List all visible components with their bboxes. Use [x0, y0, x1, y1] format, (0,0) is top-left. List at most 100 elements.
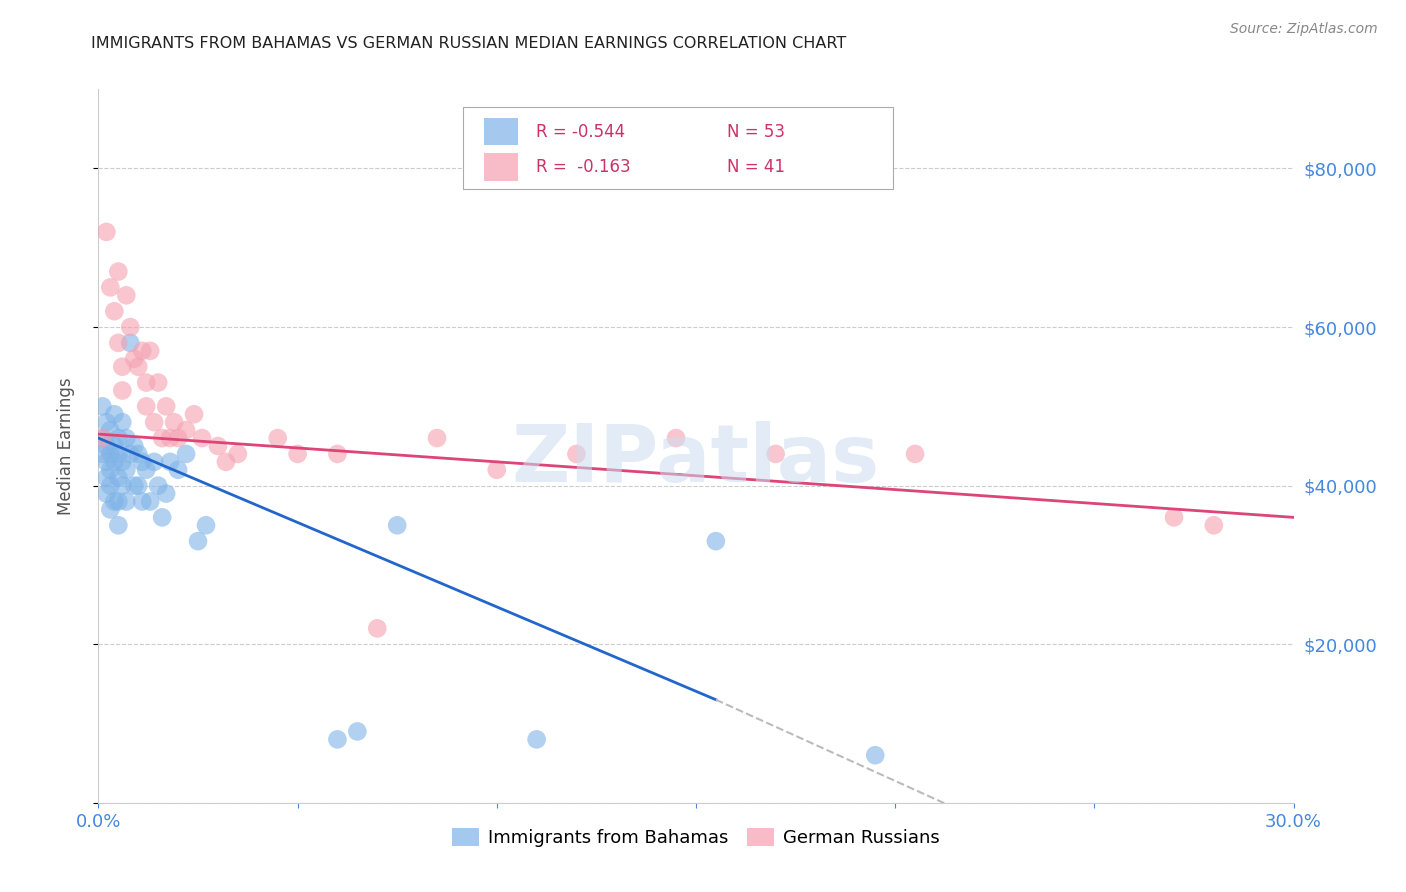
- Point: [865, 748, 887, 763]
- Point: [207, 439, 229, 453]
- Point: [187, 534, 209, 549]
- Point: [107, 471, 129, 485]
- Point: [96, 455, 118, 469]
- Point: [183, 407, 205, 421]
- Point: [111, 455, 134, 469]
- Point: [111, 384, 134, 398]
- Point: [98, 502, 122, 516]
- Point: [139, 494, 162, 508]
- Point: [98, 280, 122, 294]
- Point: [124, 439, 146, 453]
- Bar: [485, 118, 517, 145]
- Point: [385, 518, 409, 533]
- Point: [155, 400, 177, 414]
- Text: N = 41: N = 41: [727, 158, 785, 176]
- Point: [904, 447, 927, 461]
- Point: [120, 320, 142, 334]
- FancyBboxPatch shape: [463, 107, 893, 189]
- Point: [96, 415, 118, 429]
- Point: [107, 335, 129, 350]
- Point: [98, 478, 122, 492]
- Point: [143, 455, 166, 469]
- Point: [366, 621, 388, 635]
- Point: [139, 343, 162, 358]
- Point: [665, 431, 688, 445]
- Point: [103, 304, 125, 318]
- Text: IMMIGRANTS FROM BAHAMAS VS GERMAN RUSSIAN MEDIAN EARNINGS CORRELATION CHART: IMMIGRANTS FROM BAHAMAS VS GERMAN RUSSIA…: [91, 36, 846, 51]
- Point: [103, 407, 125, 421]
- Point: [191, 431, 214, 445]
- Point: [346, 724, 368, 739]
- Point: [127, 478, 149, 492]
- Point: [98, 447, 122, 461]
- Point: [91, 431, 114, 445]
- Point: [1202, 518, 1225, 533]
- Point: [485, 463, 508, 477]
- Point: [135, 463, 157, 477]
- Point: [124, 478, 146, 492]
- Point: [111, 359, 134, 374]
- Text: R = -0.544: R = -0.544: [536, 123, 624, 141]
- Point: [704, 534, 727, 549]
- Bar: [485, 153, 517, 180]
- Point: [98, 423, 122, 437]
- Point: [115, 288, 138, 302]
- Point: [103, 494, 125, 508]
- Point: [127, 447, 149, 461]
- Point: [287, 447, 309, 461]
- Point: [326, 732, 349, 747]
- Point: [148, 478, 170, 492]
- Point: [1163, 510, 1185, 524]
- Point: [131, 455, 153, 469]
- Point: [115, 494, 138, 508]
- Point: [91, 447, 114, 461]
- Text: Source: ZipAtlas.com: Source: ZipAtlas.com: [1230, 22, 1378, 37]
- Point: [107, 494, 129, 508]
- Point: [167, 463, 190, 477]
- Point: [267, 431, 290, 445]
- Point: [107, 518, 129, 533]
- Legend: Immigrants from Bahamas, German Russians: Immigrants from Bahamas, German Russians: [446, 821, 946, 855]
- Point: [96, 439, 118, 453]
- Point: [103, 455, 125, 469]
- Point: [765, 447, 787, 461]
- Point: [150, 510, 173, 524]
- Point: [226, 447, 249, 461]
- Point: [115, 431, 138, 445]
- Point: [167, 431, 190, 445]
- Point: [159, 455, 181, 469]
- Y-axis label: Median Earnings: Median Earnings: [56, 377, 75, 515]
- Point: [426, 431, 449, 445]
- Point: [131, 494, 153, 508]
- Point: [565, 447, 588, 461]
- Point: [148, 376, 170, 390]
- Point: [96, 471, 118, 485]
- Point: [91, 400, 114, 414]
- Point: [135, 400, 157, 414]
- Point: [120, 335, 142, 350]
- Text: N = 53: N = 53: [727, 123, 785, 141]
- Point: [91, 431, 114, 445]
- Point: [215, 455, 238, 469]
- Point: [107, 447, 129, 461]
- Point: [326, 447, 349, 461]
- Point: [96, 225, 118, 239]
- Point: [195, 518, 218, 533]
- Text: R =  -0.163: R = -0.163: [536, 158, 630, 176]
- Point: [120, 447, 142, 461]
- Point: [115, 463, 138, 477]
- Point: [163, 415, 186, 429]
- Point: [174, 447, 197, 461]
- Point: [111, 478, 134, 492]
- Point: [150, 431, 173, 445]
- Point: [107, 431, 129, 445]
- Point: [159, 431, 181, 445]
- Text: ZIPatlas: ZIPatlas: [512, 421, 880, 500]
- Point: [98, 463, 122, 477]
- Point: [107, 264, 129, 278]
- Point: [96, 486, 118, 500]
- Point: [143, 415, 166, 429]
- Point: [526, 732, 548, 747]
- Point: [127, 359, 149, 374]
- Point: [174, 423, 197, 437]
